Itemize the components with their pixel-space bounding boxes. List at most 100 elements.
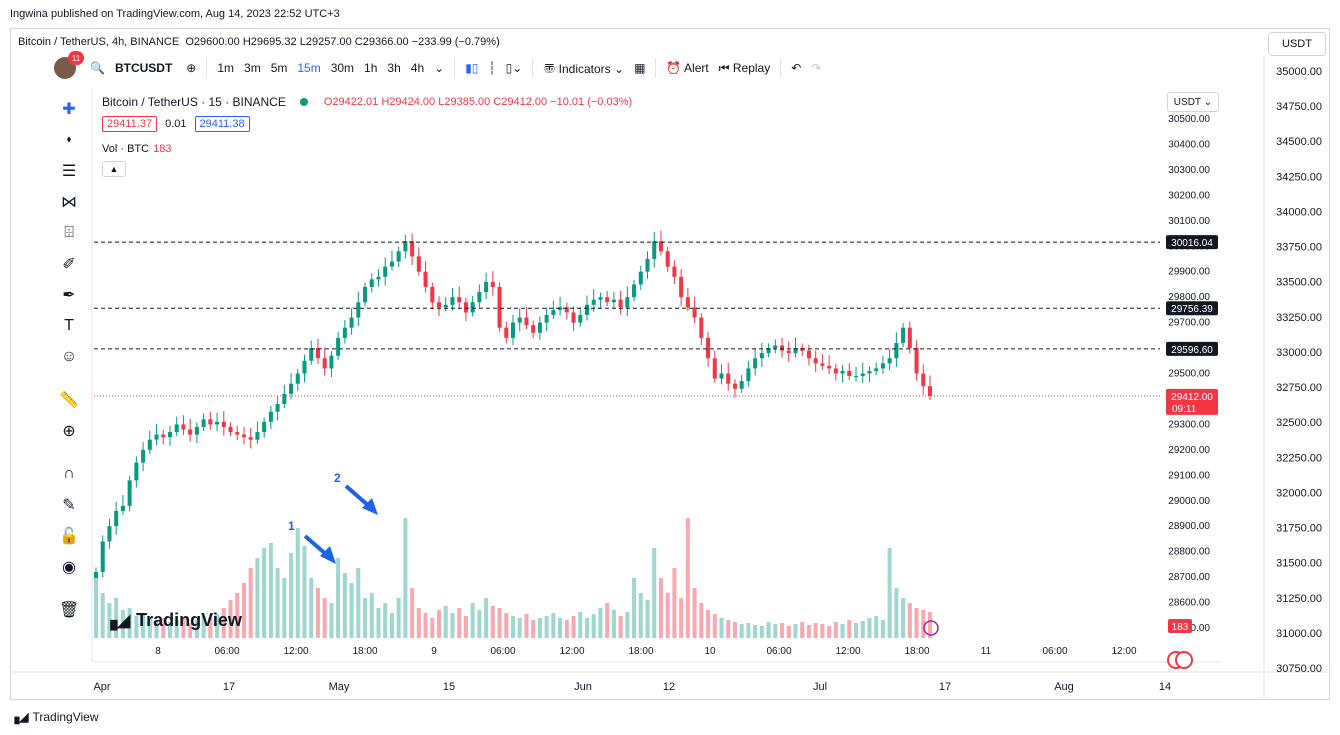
interval-3m[interactable]: 3m [244, 61, 261, 75]
volume-bar [645, 600, 650, 638]
ruler-icon[interactable]: 📏 [59, 392, 79, 409]
outer-change: −233.99 (−0.79%) [411, 36, 500, 48]
candle-style-icon[interactable]: ▯⌄ [505, 61, 523, 75]
interval-30m[interactable]: 30m [330, 61, 355, 75]
volume-bar [739, 624, 744, 638]
volume-bar [241, 583, 246, 638]
pattern-icon[interactable]: ⋈ [61, 194, 77, 211]
inner-price-tick-label: 28900.00 [1168, 521, 1210, 532]
countdown-label: 09:11 [1172, 404, 1197, 415]
candle-body [255, 432, 260, 440]
symbol-search-button[interactable]: BTCUSDT [114, 61, 173, 75]
undo-icon[interactable]: ↶ [791, 61, 802, 75]
interval-15m[interactable]: 15m [297, 61, 321, 75]
pen-icon[interactable]: ✒ [62, 287, 76, 304]
outer-price-tick-label: 33250.00 [1276, 312, 1322, 324]
candle-body [685, 297, 690, 308]
volume-bar [578, 612, 583, 638]
volume-bar [100, 593, 105, 638]
crosshair-icon[interactable]: ✚ [62, 101, 76, 118]
outer-close: C29366.00 [354, 36, 409, 48]
candle-body [584, 304, 590, 315]
volume-bar [806, 625, 811, 638]
candle-body [315, 348, 320, 359]
volume-bar [625, 612, 630, 638]
volume-bar [551, 613, 556, 638]
volume-bar [611, 610, 616, 638]
volume-bar [262, 548, 267, 638]
emoji-icon[interactable]: ☺ [60, 348, 78, 365]
volume-bar [93, 578, 99, 638]
volume-bar [672, 568, 677, 638]
volume-bar [544, 616, 549, 638]
interval-4h[interactable]: 4h [410, 61, 425, 75]
trash-icon[interactable]: 🗑 [58, 602, 80, 619]
volume-bar [860, 621, 865, 638]
candle-body [598, 297, 603, 300]
candle-body [201, 419, 206, 427]
volume-badge [1168, 619, 1192, 633]
outer-currency-button[interactable]: USDT [1268, 32, 1326, 56]
outer-low: L29257.00 [299, 36, 352, 48]
candle-body [120, 505, 125, 511]
candle-body [410, 241, 415, 257]
inner-legend: Bitcoin / TetherUS · 15 · BINANCE O29422… [102, 95, 632, 109]
bars-icon[interactable]: ┆ [488, 61, 496, 75]
lock-icon[interactable]: 🔓 [59, 528, 79, 545]
sell-price-button[interactable]: 29411.37 [102, 116, 158, 132]
add-symbol-icon[interactable]: ⊕ [186, 61, 197, 75]
text-icon[interactable]: T [64, 317, 74, 334]
candle-body [322, 358, 327, 369]
candle-body [880, 363, 885, 369]
candle-body [302, 360, 307, 374]
candle-body [268, 411, 273, 422]
brush-icon[interactable]: ✐ [62, 256, 76, 273]
last-price-label: 29412.00 [1171, 392, 1213, 403]
eye-icon[interactable]: ◉ [62, 559, 76, 576]
volume-bar [416, 608, 421, 638]
volume-bar [336, 558, 341, 638]
outer-price-tick-label: 31000.00 [1276, 628, 1322, 640]
candle-body [759, 353, 764, 359]
alert-button[interactable]: ⏰ Alert [666, 61, 709, 75]
redo-icon[interactable]: ↷ [811, 61, 822, 75]
candle-body [416, 256, 421, 272]
volume-bar [389, 613, 394, 638]
candle-body [208, 419, 213, 425]
replay-button[interactable]: ⏮ Replay [718, 60, 771, 75]
interval-5m[interactable]: 5m [270, 61, 288, 75]
collapse-legend-button[interactable]: ▲ [102, 161, 126, 177]
volume-bar [181, 618, 186, 638]
outer-high: H29695.32 [242, 36, 297, 48]
interval-1m[interactable]: 1m [217, 61, 235, 75]
level-price-label: 29756.39 [1171, 304, 1213, 315]
magnet-icon[interactable]: ∩ [63, 465, 75, 482]
interval-1h[interactable]: 1h [364, 61, 378, 75]
inner-currency-button[interactable]: USDT ⌄ [1167, 92, 1219, 112]
lock-drawings-icon[interactable]: ✎ [62, 497, 76, 514]
fib-icon[interactable]: ☰ [61, 163, 77, 180]
buy-price-button[interactable]: 29411.38 [194, 116, 250, 132]
candle-body [490, 281, 495, 287]
volume-bar [349, 583, 354, 638]
search-icon[interactable]: 🔍 [90, 61, 105, 75]
candles-icon[interactable]: ▮▯ [465, 61, 479, 75]
avatar[interactable]: 11 [54, 51, 84, 79]
forecast-icon[interactable]: ⌹ [64, 224, 74, 241]
volume-bar [497, 608, 502, 638]
indicators-button[interactable]: 〠 Indicators ⌄ [543, 61, 625, 76]
volume-bar [208, 618, 213, 638]
trend-line-icon[interactable]: ⬪ [66, 131, 72, 148]
volume-bar [255, 558, 260, 638]
candle-body [921, 373, 926, 387]
inner-price-tick-label: 30500.00 [1168, 114, 1210, 125]
last-price-tag [1166, 388, 1218, 415]
tradingview-watermark: ▗◢ TradingView [104, 610, 242, 631]
interval-3h[interactable]: 3h [387, 61, 401, 75]
zoom-in-icon[interactable]: ⊕ [62, 423, 76, 440]
volume-bar [887, 548, 892, 638]
candle-body [93, 572, 99, 580]
chevron-down-icon[interactable]: ⌄ [434, 61, 445, 75]
layout-grid-icon[interactable]: ▦ [634, 61, 646, 75]
